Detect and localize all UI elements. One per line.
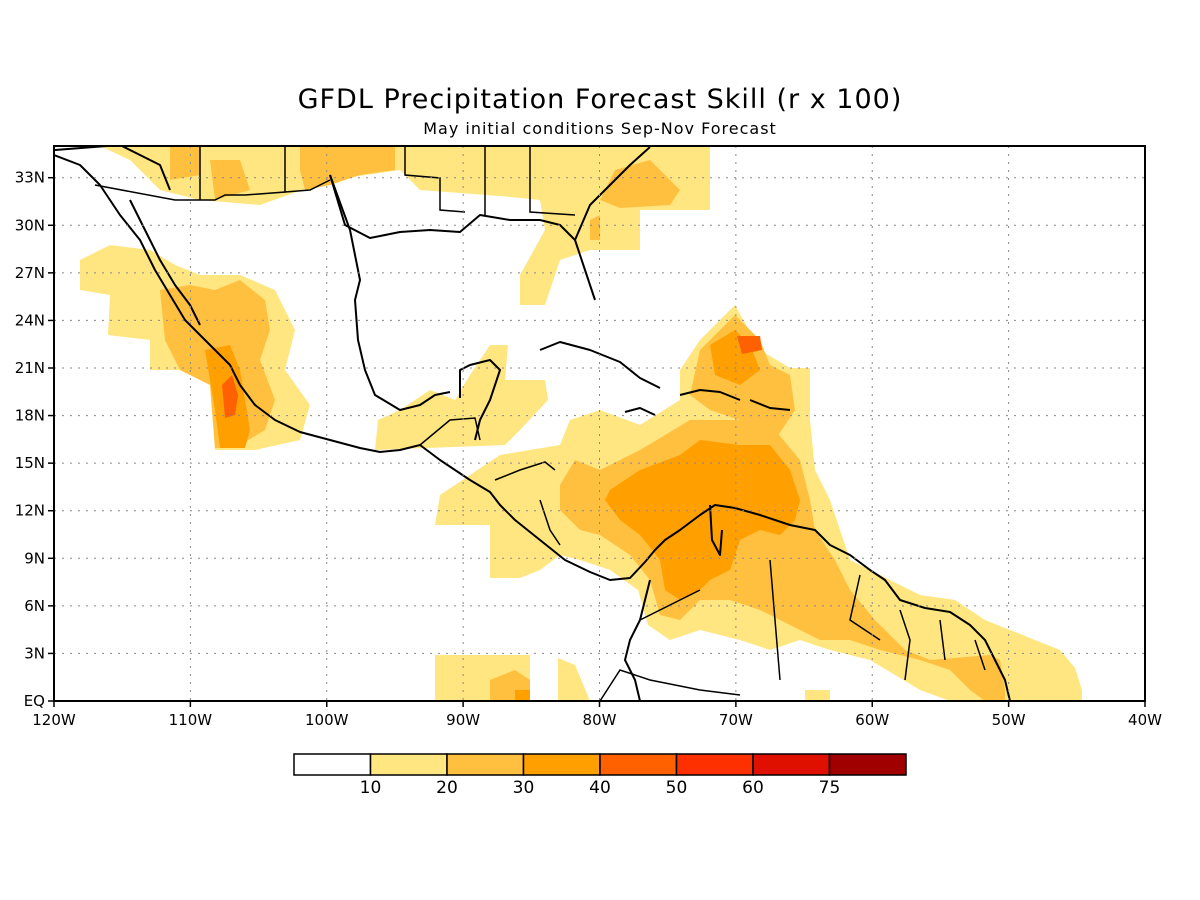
y-tick-label: 15N xyxy=(15,454,45,472)
y-tick-label: 6N xyxy=(24,597,45,615)
y-tick-label: 30N xyxy=(15,216,45,234)
y-axis-labels: EQ 3N 6N 9N 12N 15N 18N 21N 24N 27N 30N 33N xyxy=(15,169,45,710)
y-tick-label: 33N xyxy=(15,169,45,187)
color-legend: 10 20 30 40 50 60 75 xyxy=(293,753,907,798)
y-tick-label: EQ xyxy=(24,692,45,710)
x-tick-label: 80W xyxy=(583,711,617,729)
legend-swatch xyxy=(599,753,678,776)
x-tick-label: 40W xyxy=(1128,711,1162,729)
y-tick-label: 21N xyxy=(15,359,45,377)
legend-label: 60 xyxy=(742,778,764,798)
y-tick-label: 18N xyxy=(15,407,45,425)
legend-swatch xyxy=(369,753,448,776)
x-tick-label: 70W xyxy=(719,711,753,729)
x-tick-label: 90W xyxy=(446,711,480,729)
x-tick-label: 110W xyxy=(169,711,213,729)
x-tick-label: 60W xyxy=(855,711,889,729)
x-axis-labels: 120W 110W 100W 90W 80W 70W 60W 50W 40W xyxy=(32,711,1162,729)
legend-label: 50 xyxy=(666,778,688,798)
x-tick-label: 50W xyxy=(992,711,1026,729)
legend-swatch xyxy=(293,753,372,776)
legend-swatch xyxy=(446,753,525,776)
y-tick-label: 27N xyxy=(15,264,45,282)
map-title: GFDL Precipitation Forecast Skill (r x 1… xyxy=(297,84,903,115)
y-tick-label: 24N xyxy=(15,311,45,329)
legend-label: 75 xyxy=(819,778,841,798)
legend-swatch xyxy=(522,753,601,776)
legend-swatch xyxy=(828,753,907,776)
y-tick-label: 3N xyxy=(24,644,45,662)
map-subtitle: May initial conditions Sep-Nov Forecast xyxy=(423,119,777,138)
legend-label: 40 xyxy=(589,778,611,798)
map-grid xyxy=(54,146,1145,701)
x-tick-label: 100W xyxy=(305,711,349,729)
y-tick-label: 12N xyxy=(15,502,45,520)
legend-label: 30 xyxy=(513,778,535,798)
legend-label: 20 xyxy=(436,778,458,798)
y-tick-label: 9N xyxy=(24,549,45,567)
axis-ticks xyxy=(48,176,1146,707)
skill-level-40-50 xyxy=(222,336,762,418)
skill-shading xyxy=(80,146,1082,701)
legend-label: 10 xyxy=(360,778,382,798)
legend-swatch xyxy=(675,753,754,776)
x-tick-label: 120W xyxy=(32,711,76,729)
legend-swatch xyxy=(752,753,831,776)
